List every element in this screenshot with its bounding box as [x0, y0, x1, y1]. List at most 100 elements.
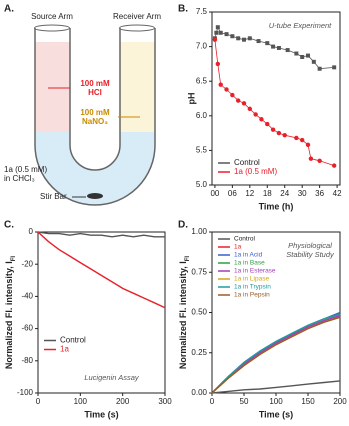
x-tick-label: 200 [116, 397, 130, 406]
marker [215, 25, 220, 30]
series-line [211, 313, 341, 394]
y-axis-label-sub: FI [185, 256, 191, 262]
marker [265, 41, 270, 46]
x-axis-label: Time (h) [259, 201, 294, 211]
y-tick-label: -80 [21, 356, 33, 365]
y-tick-label: 0.50 [191, 308, 207, 317]
plot-frame [37, 231, 166, 394]
marker [214, 30, 219, 35]
y-tick-label: 6.5 [196, 76, 208, 85]
marker [224, 87, 229, 92]
stir-bar [87, 193, 103, 199]
legend-label: 1a in Pepsin [234, 292, 270, 299]
marker [224, 32, 229, 37]
marker [282, 132, 287, 138]
carrier-label: 1a (0.5 mM) [4, 165, 47, 174]
y-axis-label-sub: FI [11, 256, 17, 262]
y-tick-label: 0.00 [191, 388, 207, 397]
legend-label: Control [234, 158, 260, 167]
marker [332, 65, 337, 70]
series-line [211, 313, 341, 394]
x-tick-label: 200 [333, 397, 347, 406]
nano3-label: 100 mM [80, 108, 110, 117]
x-tick-label: 0 [210, 397, 215, 406]
series-line [214, 39, 335, 166]
tube-rim [119, 24, 155, 32]
marker [247, 36, 252, 41]
legend-label: 1a (0.5 mM) [234, 167, 277, 176]
y-tick-label: 0.25 [191, 348, 207, 357]
y-tick-label: -100 [17, 388, 34, 397]
x-tick-label: 30 [298, 189, 307, 198]
stir-label: Stir Bar [40, 192, 67, 201]
legend-label: 1a in Trypsin [234, 284, 271, 291]
hcl-label: 100 mM [80, 79, 110, 88]
y-tick-label: 7.5 [196, 7, 208, 16]
plot-frame [211, 11, 341, 186]
x-axis-label: Time (s) [84, 409, 118, 419]
legend-label: 1a in Esterase [234, 268, 276, 275]
marker [270, 127, 276, 132]
series-line [211, 315, 341, 394]
marker [317, 158, 322, 163]
x-tick-label: 100 [269, 397, 283, 406]
marker [276, 45, 281, 50]
y-tick-label: 0 [29, 227, 34, 236]
y-axis-label-main: Normalized Fl. intensity, I [4, 261, 14, 369]
y-tick-label: 5.0 [196, 180, 208, 189]
hcl-label: HCl [88, 88, 102, 97]
y-tick-label: 7.0 [196, 42, 208, 51]
marker [218, 30, 223, 35]
marker [299, 137, 305, 143]
series-line [211, 316, 341, 394]
y-tick-label: 5.5 [196, 146, 208, 155]
legend-label: 1a [234, 244, 242, 251]
y-axis-label: pH [186, 93, 196, 105]
x-axis-label: Time (s) [259, 409, 293, 419]
y-tick-label: -40 [21, 292, 33, 301]
annotation: Physiological [288, 241, 332, 250]
y-axis-label-main: Normalized Fl. intensity, I [178, 261, 188, 369]
x-tick-label: 18 [263, 189, 272, 198]
legend-label: 1a in Lipase [234, 276, 269, 283]
legend-label: 1a in Base [234, 260, 265, 267]
y-axis-label: Normalized Fl. intensity, IFI [178, 256, 190, 370]
marker [235, 98, 241, 103]
marker [230, 92, 235, 98]
panel-label: A. [4, 4, 14, 15]
nano3-label: NaNO₃ [82, 117, 108, 126]
panel-label: C. [4, 220, 14, 231]
x-tick-label: 36 [315, 189, 324, 198]
marker [253, 112, 258, 117]
y-tick-label: 0.75 [191, 267, 207, 276]
marker [300, 54, 305, 59]
marker [317, 66, 322, 71]
y-tick-label: -20 [21, 259, 33, 268]
marker [265, 121, 270, 127]
marker [236, 36, 241, 41]
legend-label: Control [60, 336, 86, 345]
marker [331, 163, 337, 168]
panel-label: D. [178, 220, 188, 231]
legend-label: 1a in Acid [234, 252, 263, 259]
annotation: Stability Study [286, 250, 335, 259]
marker [242, 37, 246, 42]
marker [259, 117, 264, 122]
tube-rim [34, 24, 70, 32]
x-tick-label: 100 [74, 397, 88, 406]
x-tick-label: 50 [240, 397, 249, 406]
marker [294, 51, 299, 56]
legend-label: 1a [60, 345, 69, 354]
legend-label: Control [234, 236, 256, 243]
x-tick-label: 24 [280, 189, 289, 198]
marker [311, 59, 316, 64]
series-line [37, 231, 166, 309]
series-line [211, 316, 341, 394]
x-tick-label: 12 [245, 189, 254, 198]
marker [256, 39, 261, 44]
marker [271, 44, 276, 49]
series-line [37, 231, 165, 238]
series-line [211, 315, 341, 394]
marker [241, 101, 247, 106]
